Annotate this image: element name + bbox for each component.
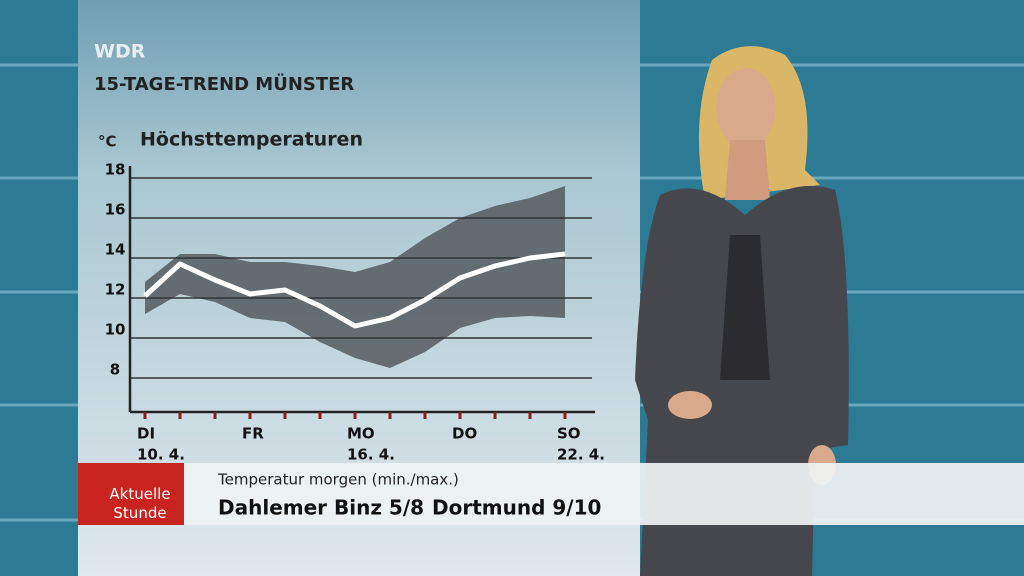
- range-band: [145, 186, 565, 368]
- y-tick-label: 16: [105, 201, 126, 219]
- logo-line: Stunde: [113, 504, 166, 522]
- x-tick-label: SO: [557, 425, 581, 443]
- x-tick-label: DI: [137, 425, 155, 443]
- logo-line: Aktuelle: [109, 485, 170, 503]
- chart-title: Höchsttemperaturen: [140, 129, 363, 151]
- logo: WDR: [94, 41, 146, 63]
- page-title: 15-TAGE-TREND MÜNSTER: [94, 73, 354, 95]
- ticker-logo: [78, 463, 184, 525]
- x-tick-date: 10. 4.: [137, 446, 185, 464]
- y-tick-label: 8: [110, 361, 120, 379]
- y-unit: °C: [98, 133, 117, 151]
- ticker-logo-text: Aktuelle Stunde: [109, 485, 170, 522]
- x-tick-label: DO: [452, 425, 477, 443]
- x-tick-label: FR: [242, 425, 264, 443]
- x-tick-date: 16. 4.: [347, 446, 395, 464]
- ticker-bar: [184, 463, 1024, 525]
- ticker-item: Dortmund 9/10: [432, 496, 601, 520]
- temperature-line: [143, 251, 566, 329]
- y-tick-label: 10: [105, 321, 126, 339]
- y-tick-label: 14: [105, 241, 126, 259]
- plot: 8 10 12 14 16 18 DI 10. 4. FR MO 16. 4. DO SO 22. 4.: [105, 161, 605, 464]
- y-tick-label: 12: [105, 281, 126, 299]
- ticker-item: Dahlemer Binz 5/8: [218, 496, 424, 520]
- ticker-heading: Temperatur morgen (min./max.): [217, 471, 459, 489]
- y-tick-label: 18: [105, 161, 126, 179]
- x-tick-date: 22. 4.: [557, 446, 605, 464]
- x-tick-label: MO: [347, 425, 375, 443]
